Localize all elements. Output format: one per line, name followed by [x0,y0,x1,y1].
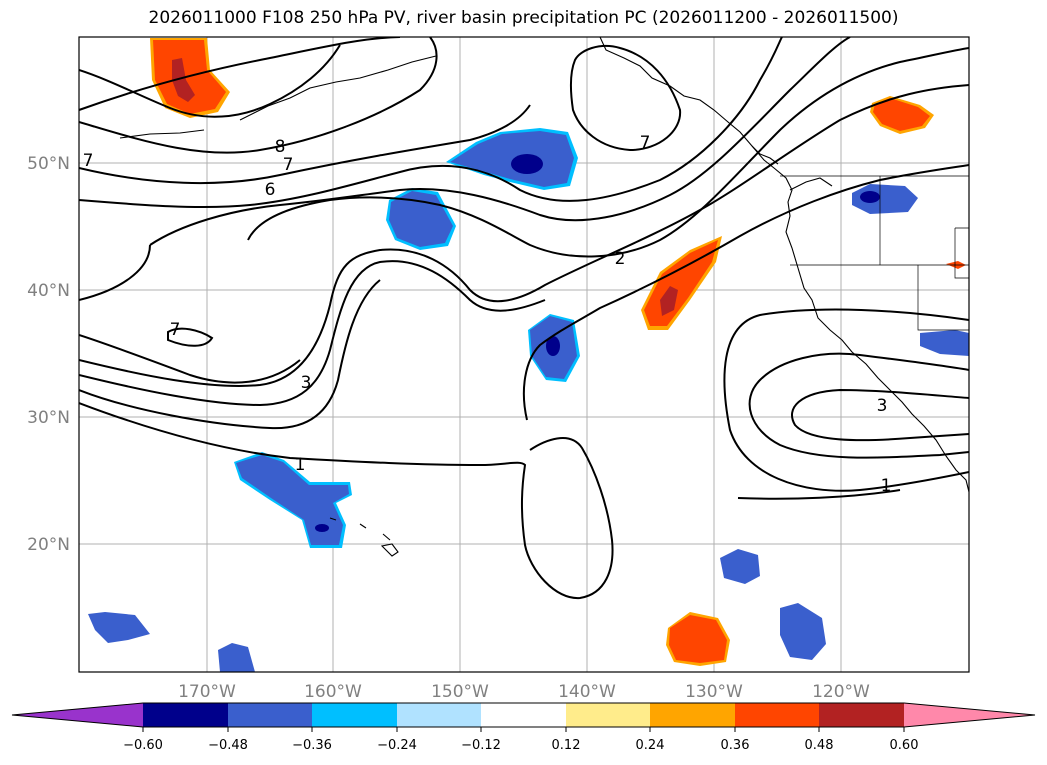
contour-label: 2 [615,249,626,269]
colorbar-over-arrow [904,703,1035,727]
precip-negative-subtropical [528,314,580,382]
colorbar-tick-label: −0.48 [208,738,248,753]
contour-label: 1 [881,476,892,496]
colorbar-tick-label: 0.24 [636,738,665,753]
lon-label: 150°W [431,682,489,702]
colorbar-tick-label: 0.48 [805,738,834,753]
lat-label: 20°N [27,535,70,555]
colorbar-segment [735,703,819,727]
precip-negative-hawaii [234,452,352,548]
colorbar: −0.60 −0.48 −0.36 −0.24 −0.12 0.12 0.24 … [11,702,1036,753]
page-title: 2026011000 F108 250 hPa PV, river basin … [148,8,899,28]
colorbar-segment [819,703,904,727]
pv-contours [79,37,969,600]
colorbar-tick-label: −0.60 [123,738,163,753]
precip-positive-bc [870,96,934,134]
contour-label: 7 [283,155,294,175]
colorbar-tick-label: −0.12 [461,738,501,753]
contour-label: 6 [265,180,276,200]
lon-label: 170°W [178,682,236,702]
map-border [78,36,970,673]
contour-label: 1 [295,455,306,475]
borders [780,175,969,331]
lat-label: 50°N [27,154,70,174]
lon-label: 160°W [304,682,362,702]
colorbar-segment [481,703,566,727]
precip-negative-west-canada [852,184,918,214]
colorbar-tick-label: −0.36 [292,738,332,753]
contour-label: 3 [301,373,312,393]
contour-label: 3 [877,396,888,416]
precip-negative-california [920,330,969,356]
lat-labels: 20°N 30°N 40°N 50°N [27,154,70,555]
contour-label: 7 [640,133,651,153]
lon-label: 130°W [685,682,743,702]
contour-labels: 8 7 6 7 3 2 1 7 3 1 7 [83,133,892,496]
lat-label: 30°N [27,408,70,428]
lon-labels: 170°W 160°W 150°W 140°W 130°W 120°W [178,682,870,702]
colorbar-segment [650,703,735,727]
colorbar-tick-label: 0.36 [721,738,750,753]
colorbar-ticks [142,727,905,732]
precip-positive-south [666,612,730,666]
precip-negative-north-pacific [446,128,578,190]
lon-label: 120°W [812,682,870,702]
precip-positive-pacific [641,236,722,330]
coastlines [119,37,969,557]
contour-label: 7 [170,320,181,340]
colorbar-segment [397,703,481,727]
colorbar-segment [312,703,397,727]
colorbar-under-arrow [12,703,143,727]
contour-label: 8 [275,137,286,157]
colorbar-segment [566,703,650,727]
precip-blobs [88,38,969,672]
colorbar-segment [228,703,312,727]
colorbar-tick-label: −0.24 [377,738,417,753]
colorbar-tick-label: 0.60 [890,738,919,753]
contour-label: 7 [83,151,94,171]
colorbar-segment [143,703,228,727]
lat-label: 40°N [27,281,70,301]
precip-negative-south-islands [88,549,826,672]
colorbar-tick-label: 0.12 [552,738,581,753]
lon-label: 140°W [558,682,616,702]
